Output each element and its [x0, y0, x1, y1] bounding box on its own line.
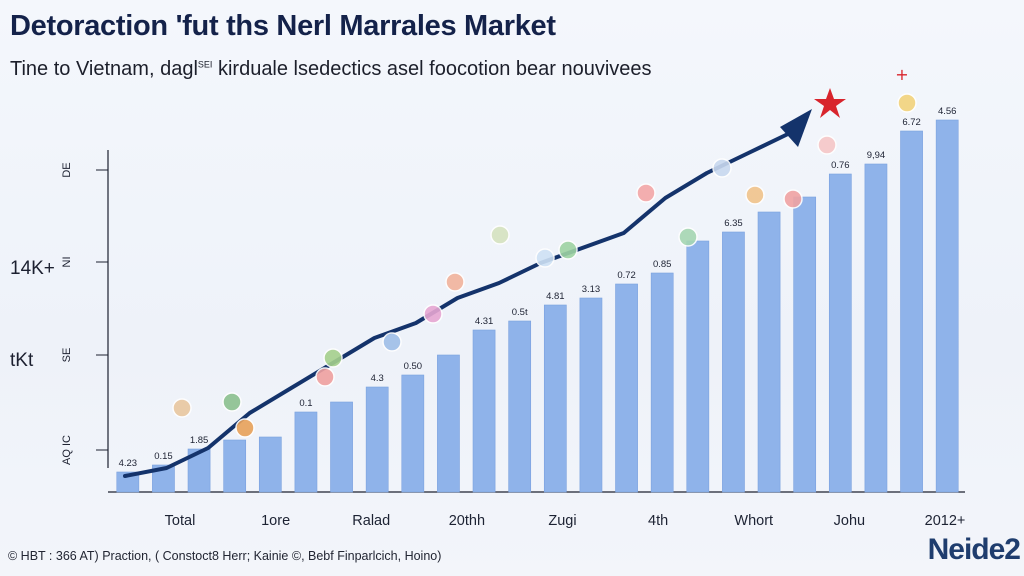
subtitle-superscript: SEI: [197, 59, 213, 70]
bar: [900, 130, 923, 493]
bar: [116, 471, 140, 493]
decorative-icon: [222, 392, 242, 412]
decorative-icon: [897, 93, 917, 113]
bar: [650, 272, 674, 493]
decorative-icon: [235, 418, 255, 438]
bar-value-label: 4.31: [475, 316, 494, 327]
decorative-icon: [783, 189, 803, 209]
bar-value-label: 6.35: [724, 218, 743, 229]
bar-value-label: 4.56: [938, 106, 957, 117]
bar: [508, 320, 532, 493]
y-tick-label: DE: [61, 162, 73, 177]
x-tick-label: Whort: [734, 513, 773, 529]
trend-arrow-head: [780, 109, 812, 147]
x-tick-label: 1ore: [261, 513, 290, 529]
x-tick-label: 2012+: [925, 513, 966, 529]
bar: [365, 386, 389, 493]
bar: [543, 304, 567, 493]
subtitle-text: Tine to Vietnam, dagl: [10, 58, 198, 80]
decorative-icon: [712, 158, 732, 178]
bar-value-label: 0.85: [653, 259, 672, 270]
bar: [401, 374, 425, 493]
decorative-icon: [535, 248, 555, 268]
bar: [330, 401, 353, 493]
bar: [828, 173, 852, 493]
bar-value-label: 4.23: [119, 458, 138, 469]
decorative-icon: [558, 240, 578, 260]
bar: [258, 436, 282, 493]
bar: [864, 163, 888, 493]
decorative-icon: [323, 348, 343, 368]
x-tick-label: Zugi: [548, 513, 576, 529]
bar: [722, 231, 745, 493]
x-tick-label: Johu: [834, 513, 865, 529]
y-tick-label: AQ IC: [61, 435, 73, 465]
bar: [615, 283, 638, 493]
left-label-14k: 14K+: [10, 258, 55, 279]
bar: [793, 196, 817, 493]
left-label-tkt: tKt: [10, 350, 34, 371]
decorative-icon: [745, 185, 765, 205]
bar-value-label: 0.1: [299, 398, 312, 409]
x-tick-label: 20thh: [449, 513, 485, 529]
trend-line: [123, 131, 792, 478]
bar: [757, 211, 781, 493]
bar-value-label: 6.72: [902, 117, 921, 128]
bar: [935, 119, 959, 493]
decorative-icon: [315, 367, 335, 387]
subtitle-rest: kirduale lsedectics asel foocotion bear …: [212, 58, 652, 80]
x-tick-label: Total: [165, 513, 196, 529]
bar-value-label: 3.13: [582, 284, 601, 295]
bar-value-label: 0.50: [404, 361, 423, 372]
bar-value-label: 0.15: [154, 451, 173, 462]
star-icon: [814, 88, 846, 118]
y-tick-label: SE: [61, 348, 73, 363]
bar-value-label: 9,94: [867, 150, 886, 161]
bar-value-label: 0.76: [831, 160, 850, 171]
bar: [294, 411, 318, 493]
chart-subtitle: Tine to Vietnam, daglSEI kirduale lsedec…: [10, 58, 652, 81]
decorative-icon: [382, 332, 402, 352]
decorative-icon: [172, 398, 192, 418]
x-tick-label: Ralad: [352, 513, 390, 529]
footer-source: © HBT : 366 AT) Praction, ( Constoct8 He…: [8, 549, 442, 563]
chart-title: Detoraction 'fut ths Nerl Marrales Marke…: [10, 10, 556, 42]
decorative-icon: [423, 304, 443, 324]
bar-value-label: 0.5t: [512, 307, 528, 318]
decorative-icon: [445, 272, 465, 292]
decorative-icon: [678, 227, 698, 247]
bar: [437, 354, 460, 493]
bar: [686, 240, 710, 493]
bar: [152, 464, 175, 493]
decorative-icon: [636, 183, 656, 203]
bar-value-label: 4.81: [546, 291, 565, 302]
decorative-icon: [490, 225, 510, 245]
bar: [223, 439, 247, 493]
bar-value-label: 4.3: [371, 373, 384, 384]
x-tick-label: 4th: [648, 513, 668, 529]
brand-logo: Neide2: [927, 533, 1021, 566]
decorative-icon: [817, 135, 837, 155]
y-tick-label: NI: [61, 257, 73, 268]
bar-value-label: 0.72: [617, 270, 636, 281]
bar: [579, 297, 603, 493]
bar-value-label: 1.85: [190, 435, 209, 446]
plus-icon: +: [895, 65, 908, 84]
bar: [472, 329, 496, 493]
bar: [187, 448, 211, 493]
